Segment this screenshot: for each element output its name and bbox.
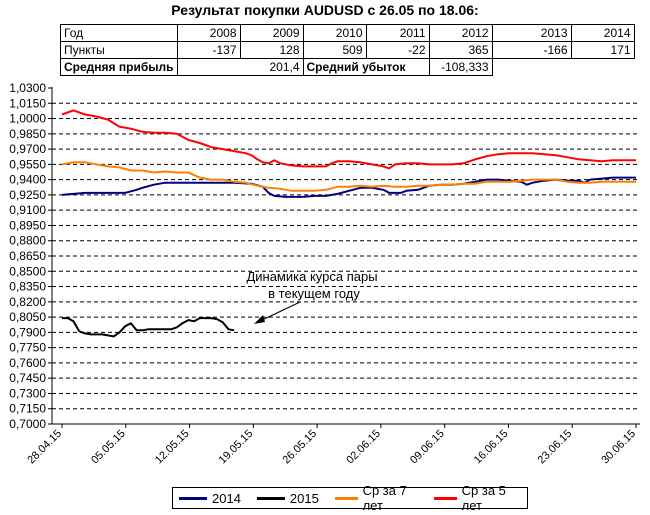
x-tick-label: 30.06.15 <box>599 428 638 467</box>
legend-label: 2014 <box>212 490 241 506</box>
avg-loss-label: Средний убыток <box>302 58 430 76</box>
y-tick-label: 0,8050 <box>9 310 46 324</box>
annotation: Динамика курса пары в текущем году <box>246 269 378 324</box>
annotation-line1: Динамика курса пары <box>246 269 377 284</box>
avg-loss-value: -108,333 <box>428 58 493 76</box>
legend-item: 2015 <box>256 490 319 506</box>
y-tick-label: 0,9700 <box>9 142 46 156</box>
avg-profit-value: 201,4 <box>176 58 304 76</box>
y-tick-label: 0,9250 <box>9 188 46 202</box>
x-tick-label: 02.06.15 <box>344 428 383 467</box>
x-tick-label: 12.05.15 <box>153 428 192 467</box>
y-tick-label: 1,0000 <box>9 112 46 126</box>
series-line-2015 <box>62 317 235 338</box>
y-tick-label: 1,0150 <box>9 96 46 110</box>
table-row: Год 2008 2009 2010 2011 2012 2013 2014 <box>60 24 635 42</box>
legend-label: Ср за 5 лет <box>461 483 506 513</box>
x-tick-label: 28.04.15 <box>25 428 64 467</box>
y-tick-label: 0,7750 <box>9 341 46 355</box>
legend-item: Ср за 5 лет <box>433 483 517 513</box>
y-tick-label: 1,0300 <box>9 81 46 95</box>
y-tick-label: 0,7450 <box>9 371 46 385</box>
y-tick-label: 0,8500 <box>9 264 46 278</box>
table-row: Средняя прибыль 201,4 Средний убыток -10… <box>60 58 635 76</box>
gridlines <box>52 102 640 410</box>
x-tick-label: 26.05.15 <box>280 428 319 467</box>
legend-swatch <box>334 496 358 500</box>
y-tick-label: 0,9400 <box>9 173 46 187</box>
chart-title: Результат покупки AUDUSD с 26.05 по 18.0… <box>171 2 479 18</box>
table-row: Пункты -137 128 509 -22 365 -166 171 <box>60 41 635 59</box>
y-tick-label: 0,9850 <box>9 127 46 141</box>
x-tick-label: 19.05.15 <box>217 428 256 467</box>
series-line-ср-за-5-лет <box>61 109 636 170</box>
x-tick-label: 09.06.15 <box>408 428 447 467</box>
y-tick-label: 0,7000 <box>9 417 46 431</box>
legend-label: Ср за 7 лет <box>362 483 407 513</box>
year-cell: 2012 <box>428 24 493 42</box>
legend: 2014 2015 Ср за 7 лет Ср за 5 лет <box>172 483 528 513</box>
series-lines <box>61 109 636 338</box>
legend-swatch <box>179 496 207 500</box>
annotation-arrowhead <box>254 315 265 324</box>
y-tick-label: 0,7150 <box>9 402 46 416</box>
x-tick-label: 23.06.15 <box>536 428 575 467</box>
annotation-line2: в текущем году <box>268 286 360 301</box>
year-cell: 2014 <box>570 24 635 42</box>
x-axis: 28.04.15 05.05.15 12.05.15 19.05.15 26.05.15… <box>25 423 640 467</box>
avg-profit-label: Средняя прибыль <box>60 58 178 76</box>
y-tick-label: 0,8650 <box>9 249 46 263</box>
legend-label: 2015 <box>289 490 319 506</box>
year-cell: 2008 <box>176 24 241 42</box>
results-table: Год 2008 2009 2010 2011 2012 2013 2014 П… <box>60 24 635 76</box>
legend-item: Ср за 7 лет <box>334 483 418 513</box>
series-line-ср-за-7-лет <box>61 161 636 192</box>
y-tick-label: 0,9550 <box>9 157 46 171</box>
points-cell: 171 <box>570 41 635 59</box>
y-tick-label: 0,9100 <box>9 203 46 217</box>
x-tick-label: 16.06.15 <box>472 428 511 467</box>
points-cell: -166 <box>491 41 572 59</box>
y-tick-label: 0,7600 <box>9 356 46 370</box>
legend-swatch <box>256 496 285 500</box>
x-tick-label: 05.05.15 <box>89 428 128 467</box>
y-tick-label: 0,7900 <box>9 325 46 339</box>
y-tick-label: 0,8350 <box>9 280 46 294</box>
legend-item: 2014 <box>179 491 241 506</box>
y-tick-label: 0,8200 <box>9 295 46 309</box>
legend-swatch <box>433 496 457 500</box>
y-tick-label: 0,7300 <box>9 386 46 400</box>
y-tick-label: 0,8950 <box>9 218 46 232</box>
y-tick-label: 0,8800 <box>9 234 46 248</box>
annotation-arrow <box>257 301 301 323</box>
